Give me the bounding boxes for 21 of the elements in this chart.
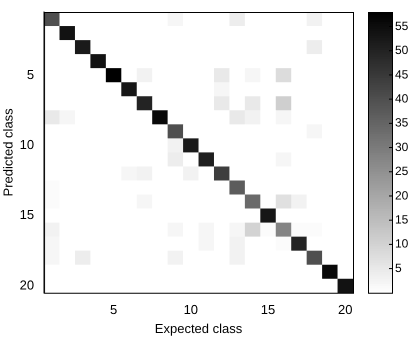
color-bar-label: 30 [395,140,409,154]
color-bar-label: 5 [395,260,402,275]
x-tick-label: 5 [110,302,118,318]
y-tick-label: 10 [20,136,34,152]
color-bar-label: 40 [395,91,409,106]
x-tick-label: 15 [260,302,276,318]
x-tick-label: 10 [184,302,198,318]
color-bar-label: 10 [395,236,409,251]
y-tick-label: 15 [20,207,34,222]
x-axis-title: Expected class [154,320,243,336]
color-bar-label: 20 [395,188,409,202]
y-tick-label: 5 [26,66,34,82]
x-tick-label: 20 [338,302,353,318]
y-axis-title: Predicted class [0,108,16,196]
y-tick-label: 20 [20,277,34,292]
color-bar-label: 35 [395,116,409,130]
color-bar-label: 55 [395,18,409,33]
color-bar-label: 25 [395,164,409,178]
color-bar-label: 15 [395,212,409,226]
color-bar-label: 45 [395,67,409,82]
color-bar-label: 50 [395,43,409,58]
